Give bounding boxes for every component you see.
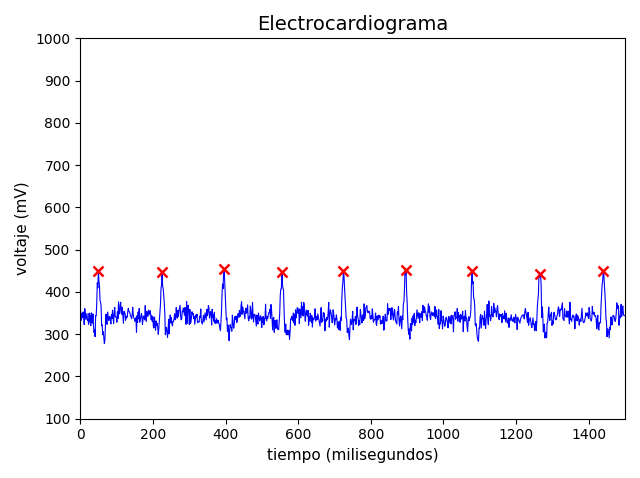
X-axis label: tiempo (milisegundos): tiempo (milisegundos) — [267, 448, 438, 463]
Y-axis label: voltaje (mV): voltaje (mV) — [15, 182, 30, 275]
Title: Electrocardiograma: Electrocardiograma — [257, 15, 449, 34]
